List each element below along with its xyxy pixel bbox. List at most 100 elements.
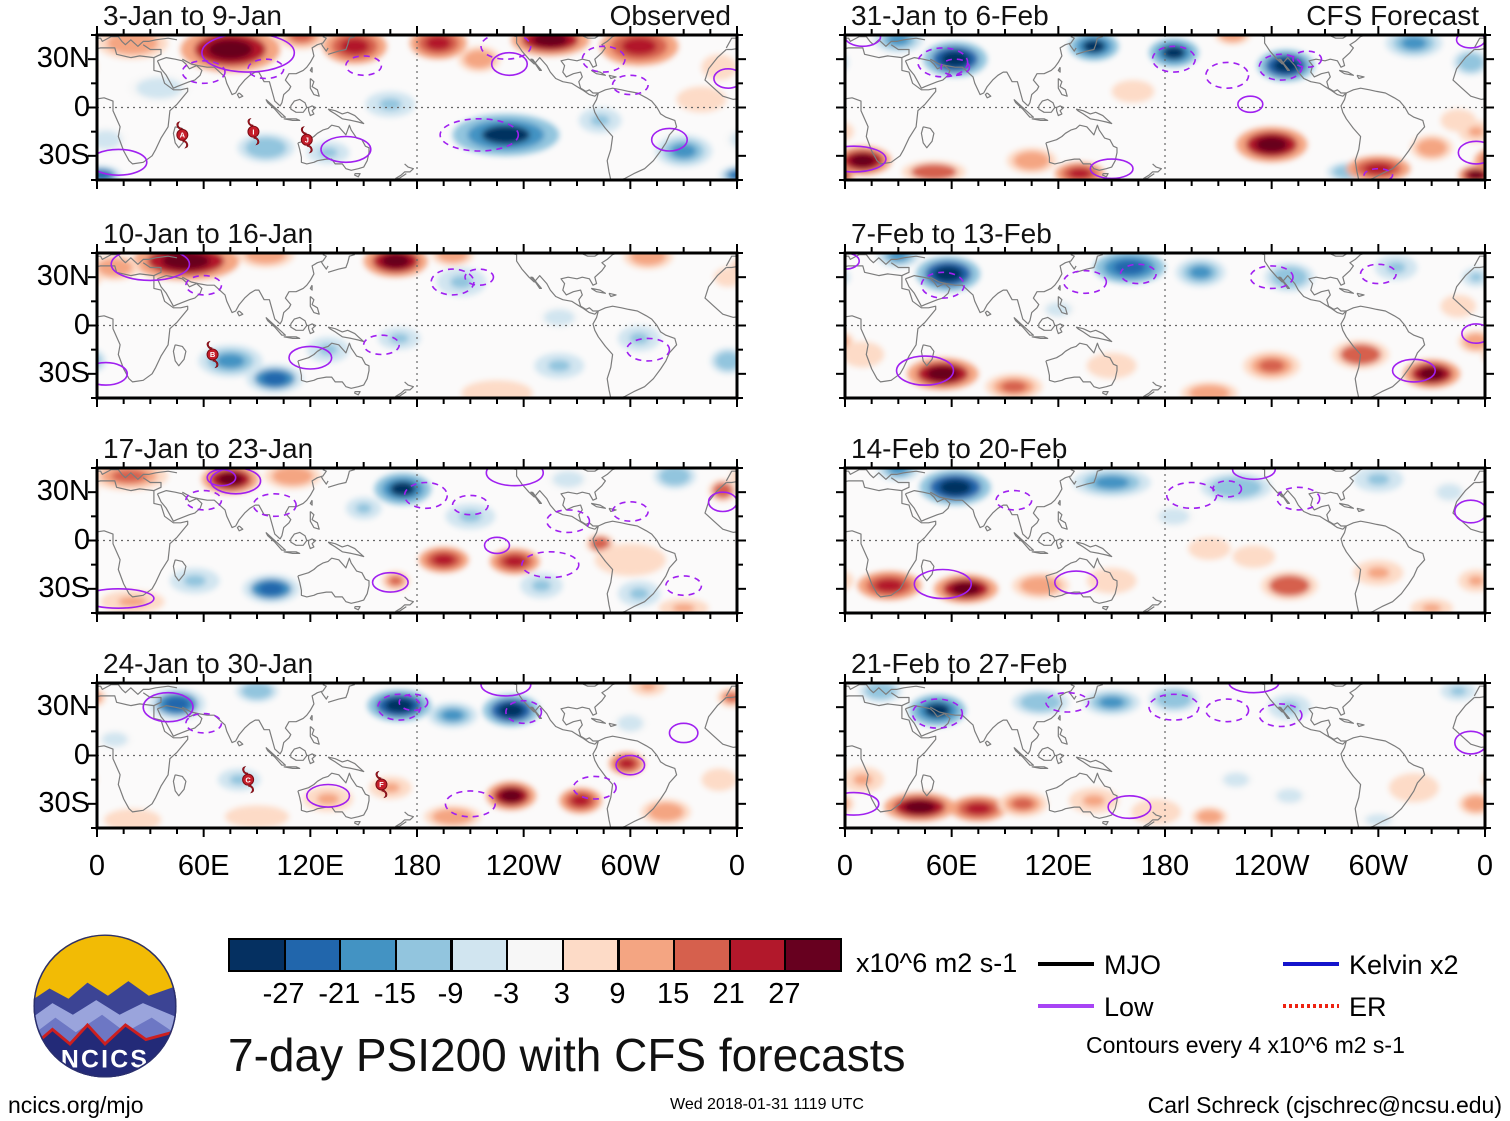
- footer-credit: Carl Schreck (cjschrec@ncsu.edu): [1147, 1092, 1502, 1118]
- coastline: [327, 254, 355, 273]
- coastline: [395, 596, 414, 612]
- lon-tick-label-180-180: 180: [392, 850, 442, 882]
- logo-rim: [33, 934, 177, 1078]
- coastline: [930, 469, 1075, 540]
- coastline: [580, 683, 601, 687]
- coastline: [1056, 753, 1065, 765]
- coastline: [1278, 491, 1290, 504]
- coastline: [725, 470, 737, 482]
- coastline: [309, 296, 320, 315]
- coastline: [580, 35, 601, 39]
- map-border: [843, 681, 1487, 830]
- coastline: [1340, 305, 1426, 398]
- panel-title-fcst-4: 21-Feb to 27-Feb: [851, 648, 1068, 679]
- coastline: [156, 705, 203, 737]
- coastline: [509, 468, 619, 530]
- colorbar-cell-8: [673, 938, 731, 972]
- lon-tick-label-60W-300: 60W: [1348, 850, 1409, 882]
- lat-tick-label-30S: 30S: [38, 571, 90, 604]
- coastline: [704, 265, 737, 318]
- legend-note: Contours every 4 x10^6 m2 s-1: [1086, 1032, 1405, 1058]
- coastline: [97, 469, 178, 480]
- axis-ticks: [836, 244, 1494, 407]
- coastline: [1038, 746, 1056, 761]
- lon-tick-label-120E-120: 120E: [276, 850, 345, 882]
- low-filter-contours: [97, 253, 671, 386]
- coastline: [236, 310, 244, 317]
- coastline: [530, 276, 542, 289]
- coastline: [725, 255, 737, 267]
- coastline: [1038, 98, 1056, 113]
- coastline: [1031, 551, 1049, 554]
- coastline: [327, 108, 365, 125]
- coastline: [236, 740, 244, 747]
- coastline: [608, 74, 617, 80]
- coastline: [845, 684, 926, 695]
- coastline: [1045, 342, 1118, 389]
- cyclone-label: C: [245, 775, 251, 784]
- coastline: [1257, 253, 1367, 315]
- coastline: [1013, 531, 1034, 551]
- coastline: [1257, 683, 1367, 745]
- lat-tick-label-30N: 30N: [36, 42, 90, 75]
- coastline: [1356, 507, 1365, 513]
- coastline: [1257, 35, 1367, 97]
- lat-tick-label-30S: 30S: [38, 786, 90, 819]
- coastline: [1338, 287, 1354, 294]
- coastline: [327, 36, 355, 55]
- coastline: [172, 344, 187, 367]
- colorbar-cell-9: [728, 938, 787, 972]
- anomaly-field: [97, 35, 737, 180]
- anomaly-field: [97, 253, 737, 398]
- coastline: [1068, 260, 1077, 270]
- coastline: [904, 705, 951, 737]
- coastline: [182, 684, 327, 755]
- coastline: [783, 478, 801, 491]
- coastline: [142, 262, 162, 277]
- coastline: [1338, 717, 1354, 724]
- colorbar-cell-3: [394, 938, 453, 972]
- lon-tick-label-0-360: 0: [728, 850, 746, 882]
- coastline: [725, 685, 737, 697]
- panel-title-obs-1: 3-Jan to 9-Jan: [103, 0, 282, 31]
- coastline: [265, 746, 286, 766]
- column-header-fcst-1: CFS Forecast: [1306, 0, 1479, 31]
- coastline: [290, 531, 308, 546]
- coastline: [395, 381, 414, 397]
- tropical-cyclone-marker-J: J: [300, 126, 313, 154]
- column-header-obs-1: Observed: [609, 0, 731, 31]
- coastline: [984, 740, 992, 747]
- coastline: [1102, 821, 1109, 826]
- coastline: [783, 263, 801, 276]
- tropical-cyclone-marker-A: A: [176, 121, 189, 149]
- coastline: [1045, 557, 1118, 604]
- coastline: [845, 254, 926, 265]
- coastline: [283, 118, 301, 121]
- coastline: [182, 254, 327, 325]
- lon-tick-label-0-360: 0: [1476, 850, 1494, 882]
- coastline: [156, 490, 203, 522]
- coastline: [283, 551, 301, 554]
- map-border: [95, 33, 739, 182]
- coastline: [1038, 531, 1056, 546]
- lat-tick-label-30S: 30S: [38, 356, 90, 389]
- coastline: [156, 275, 203, 307]
- ncics-logo-icon: NCICS: [33, 934, 177, 1078]
- coastline: [920, 774, 935, 797]
- coastline: [797, 276, 842, 307]
- coastline: [1057, 726, 1068, 745]
- cyclone-label: A: [180, 130, 186, 139]
- lon-tick-label-120W-240: 120W: [1233, 850, 1310, 882]
- colorbar-units-label: x10^6 m2 s-1: [856, 948, 1018, 978]
- coastline: [354, 821, 361, 826]
- coastline: [783, 45, 801, 58]
- coastline: [580, 253, 601, 257]
- legend-entry-er: ER: [1283, 992, 1510, 1022]
- coastline: [1328, 35, 1349, 39]
- coastline: [930, 36, 1075, 107]
- legend-entry-mjo: MJO: [1038, 950, 1268, 980]
- legend-entry-low: Low: [1038, 992, 1268, 1022]
- panel-title-obs-2: 10-Jan to 16-Jan: [103, 218, 314, 249]
- coastline: [509, 253, 619, 315]
